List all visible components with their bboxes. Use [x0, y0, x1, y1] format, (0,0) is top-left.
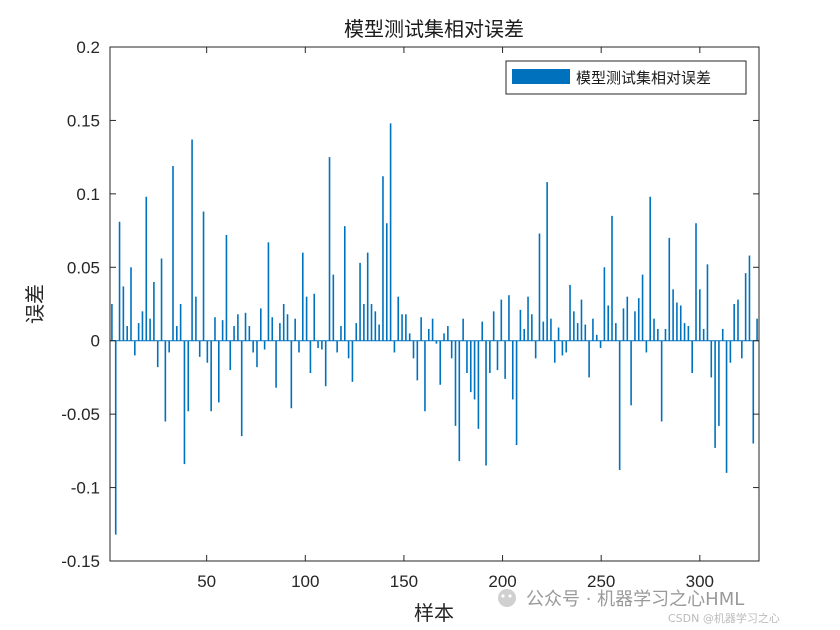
- plot-area: [110, 47, 759, 561]
- y-axis-ticks: -0.15 -0.1 -0.05 0 0.05 0.1 0.15 0.2: [61, 38, 759, 571]
- x-tick-label: 200: [488, 572, 516, 591]
- y-axis-label: 误差: [23, 284, 47, 324]
- bars-group: [111, 123, 758, 535]
- y-tick-label: -0.05: [61, 405, 100, 424]
- x-tick-label: 100: [291, 572, 319, 591]
- x-tick-label: 150: [390, 572, 418, 591]
- watermark: 公众号 · 机器学习之心HML CSDN @机器学习之心: [498, 589, 780, 625]
- x-axis-ticks: 50 100 150 200 250 300: [197, 47, 714, 591]
- wechat-icon: [498, 589, 516, 607]
- chart-title: 模型测试集相对误差: [344, 17, 524, 41]
- y-tick-label: 0.15: [67, 111, 100, 130]
- x-axis-label: 样本: [414, 601, 454, 625]
- legend: 模型测试集相对误差: [505, 60, 747, 95]
- plot-frame: [109, 46, 760, 562]
- legend-box: [505, 60, 747, 95]
- watermark-small-text: CSDN @机器学习之心: [668, 611, 780, 625]
- y-tick-label: -0.15: [61, 552, 100, 571]
- x-tick-label: 250: [587, 572, 615, 591]
- legend-swatch: [512, 69, 570, 84]
- y-tick-label: -0.1: [71, 479, 100, 498]
- legend-label: 模型测试集相对误差: [576, 69, 711, 87]
- y-tick-label: 0: [91, 332, 100, 351]
- x-tick-label: 50: [197, 572, 216, 591]
- y-tick-label: 0.05: [67, 258, 100, 277]
- y-tick-label: 0.2: [76, 38, 100, 57]
- watermark-text: 公众号 · 机器学习之心HML: [526, 589, 744, 610]
- x-tick-label: 300: [686, 572, 714, 591]
- y-tick-label: 0.1: [76, 185, 100, 204]
